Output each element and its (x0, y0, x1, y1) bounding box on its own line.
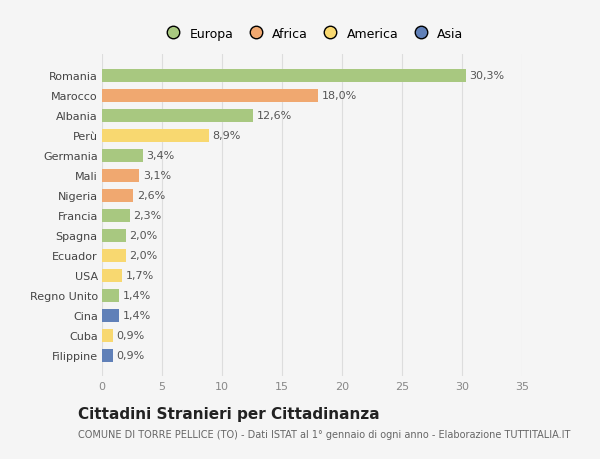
Bar (102, 289, 119, 302)
Bar (102, 329, 113, 342)
Text: Cittadini Stranieri per Cittadinanza: Cittadini Stranieri per Cittadinanza (78, 406, 380, 421)
Bar (102, 269, 122, 282)
Text: 8,9%: 8,9% (212, 131, 241, 141)
Bar (102, 209, 130, 222)
Text: 0,9%: 0,9% (116, 330, 145, 340)
Text: 3,1%: 3,1% (143, 171, 171, 181)
Bar (102, 70, 466, 83)
Bar (102, 229, 126, 242)
Text: 2,0%: 2,0% (130, 251, 158, 261)
Text: 2,0%: 2,0% (130, 231, 158, 241)
Legend: Europa, Africa, America, Asia: Europa, Africa, America, Asia (155, 23, 469, 46)
Bar (102, 110, 253, 123)
Text: 0,9%: 0,9% (116, 350, 145, 360)
Bar (102, 189, 133, 202)
Text: 3,4%: 3,4% (146, 151, 175, 161)
Text: 1,4%: 1,4% (122, 310, 151, 320)
Text: 12,6%: 12,6% (257, 111, 292, 121)
Text: 30,3%: 30,3% (469, 71, 505, 81)
Text: 1,7%: 1,7% (126, 270, 154, 280)
Bar (102, 349, 113, 362)
Text: 2,3%: 2,3% (133, 211, 161, 221)
Bar (102, 129, 209, 142)
Text: COMUNE DI TORRE PELLICE (TO) - Dati ISTAT al 1° gennaio di ogni anno - Elaborazi: COMUNE DI TORRE PELLICE (TO) - Dati ISTA… (78, 429, 571, 439)
Text: 18,0%: 18,0% (322, 91, 357, 101)
Bar (102, 90, 318, 102)
Text: 2,6%: 2,6% (137, 191, 165, 201)
Bar (102, 150, 143, 162)
Bar (102, 169, 139, 182)
Bar (102, 309, 119, 322)
Bar (102, 249, 126, 262)
Text: 1,4%: 1,4% (122, 291, 151, 301)
